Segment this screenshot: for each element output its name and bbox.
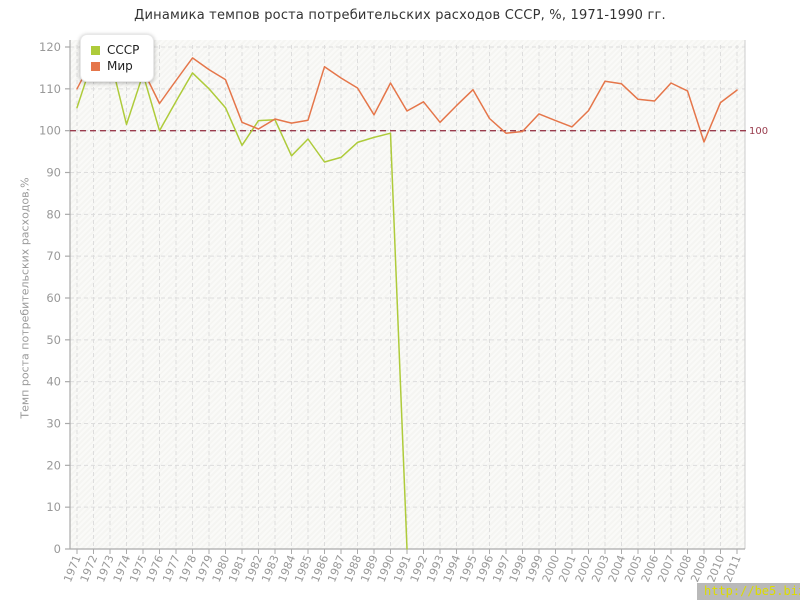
svg-text:0: 0 [54,542,61,556]
svg-text:80: 80 [46,207,61,221]
svg-text:50: 50 [46,333,61,347]
legend-label-cccp: СССР [107,43,140,57]
legend-item-cccp: СССР [91,43,139,57]
svg-text:70: 70 [46,249,61,263]
svg-text:20: 20 [46,458,61,472]
chart-title: Динамика темпов роста потребительских ра… [134,8,666,23]
reference-line-label: 100 [749,126,769,137]
svg-text:120: 120 [39,40,61,54]
y-axis-title: Темп роста потребительских расходов,% [18,177,32,419]
svg-text:10: 10 [46,500,61,514]
legend-label-mir: Мир [107,59,133,73]
svg-text:30: 30 [46,417,61,431]
svg-text:60: 60 [46,291,61,305]
legend-swatch-mir-icon [91,61,100,71]
legend-item-mir: Мир [91,59,139,73]
svg-text:110: 110 [39,82,61,96]
svg-text:40: 40 [46,375,61,389]
watermark-link[interactable]: http://be5.biz/ [697,583,800,600]
svg-text:100: 100 [39,124,61,138]
svg-text:90: 90 [46,166,61,180]
legend: СССР Мир [80,34,155,82]
legend-swatch-cccp-icon [91,45,100,55]
